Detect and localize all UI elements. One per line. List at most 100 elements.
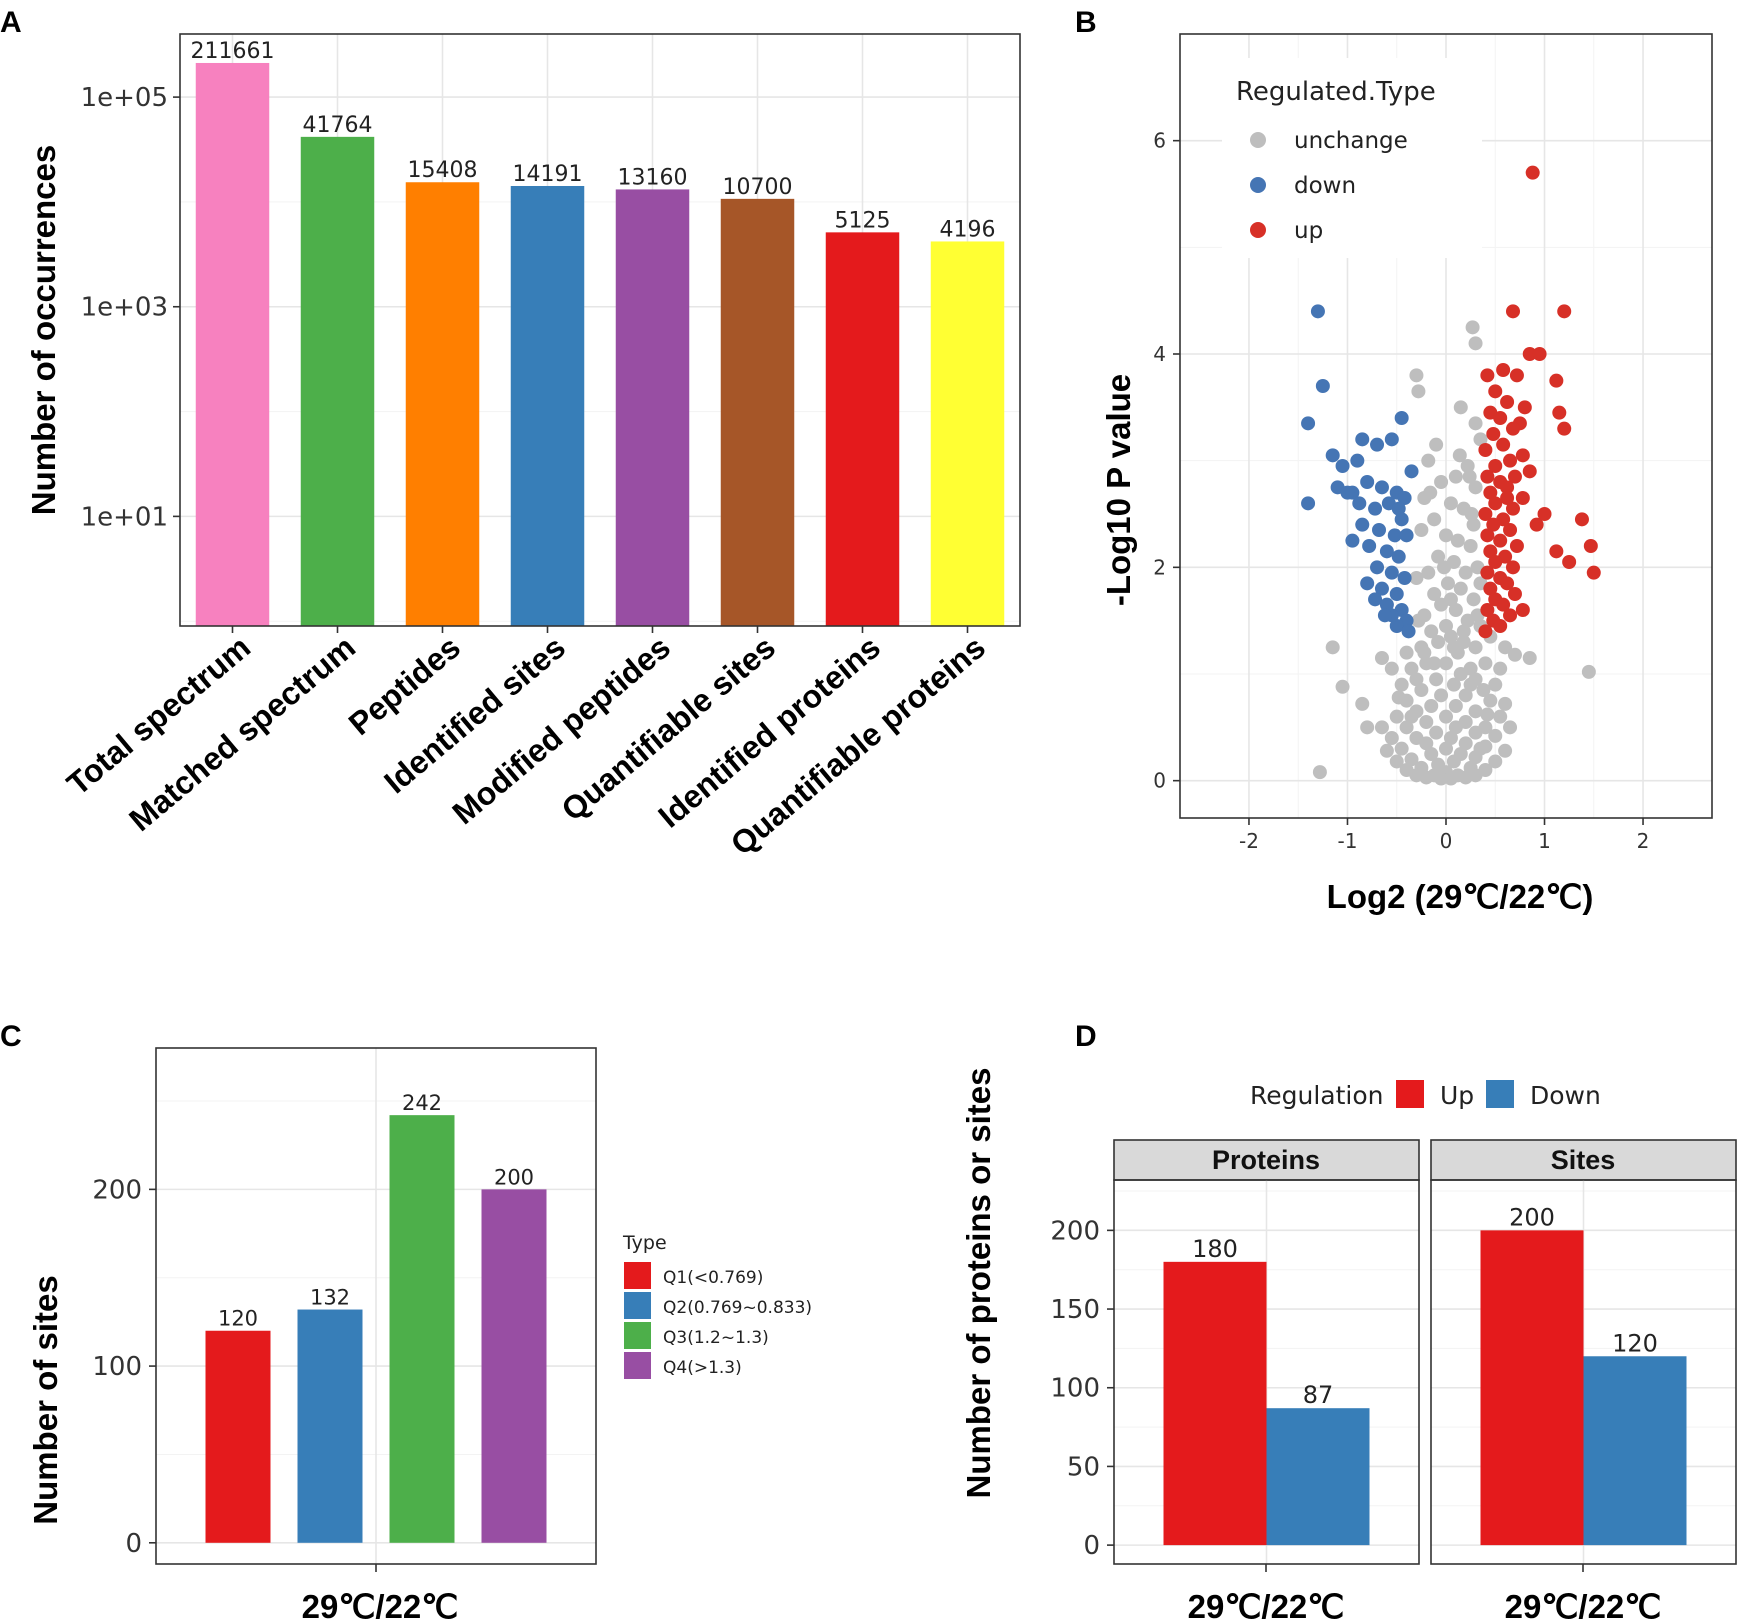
d-legend-label-down: Down: [1530, 1081, 1601, 1110]
a-value-label-peptides: 15408: [408, 158, 478, 183]
b-legend-label-down: down: [1294, 173, 1356, 199]
b-point-unchange: [1466, 517, 1481, 532]
b-point-down: [1384, 565, 1399, 580]
c-y-tick-label: 100: [92, 1352, 142, 1382]
b-point-unchange: [1389, 709, 1404, 724]
b-point-unchange: [1335, 679, 1350, 694]
panel-letter-d: D: [1075, 1020, 1097, 1053]
b-point-unchange: [1355, 696, 1370, 711]
b-point-up: [1574, 512, 1589, 527]
d-bars: 180 87 200 120: [1163, 1203, 1687, 1546]
b-point-unchange: [1440, 576, 1455, 591]
b-point-up: [1483, 581, 1498, 596]
c-legend-label-q3-1-2-1-3: Q3(1.2~1.3): [663, 1328, 769, 1348]
b-point-unchange: [1446, 754, 1461, 769]
b-point-unchange: [1465, 320, 1480, 335]
panel-a: A 211661 41764 15408 14191 13160 10700 5125 419…: [0, 6, 1021, 862]
b-point-unchange: [1419, 715, 1434, 729]
b-point-unchange: [1488, 677, 1503, 692]
b-point-unchange: [1434, 688, 1449, 703]
b-point-up: [1500, 395, 1515, 409]
b-point-down: [1389, 587, 1404, 601]
b-point-unchange: [1503, 720, 1518, 735]
b-point-up: [1583, 539, 1598, 553]
b-point-unchange: [1374, 720, 1389, 735]
b-point-down: [1394, 512, 1409, 527]
d-y-tick-label: 0: [1083, 1531, 1100, 1561]
b-point-unchange: [1394, 741, 1409, 756]
b-y-tick-label: 2: [1153, 555, 1166, 579]
b-point-up: [1505, 501, 1520, 516]
b-point-unchange: [1439, 709, 1453, 724]
b-point-unchange: [1411, 613, 1426, 628]
b-point-up: [1507, 469, 1522, 484]
d-legend-key-up: [1396, 1080, 1424, 1108]
d-y-tick-label: 150: [1050, 1295, 1100, 1325]
b-point-up: [1488, 555, 1503, 569]
panel-c: C 120 132 242 200 0 100 200 29℃/22℃ Number of…: [0, 1020, 812, 1621]
a-y-axis: 1e+01 1e+03 1e+05: [81, 83, 180, 532]
b-point-unchange: [1437, 560, 1452, 575]
b-point-unchange: [1488, 754, 1503, 769]
b-point-unchange: [1389, 754, 1404, 769]
b-point-unchange: [1460, 459, 1475, 473]
b-point-down: [1370, 437, 1385, 452]
b-point-unchange: [1429, 672, 1444, 687]
b-point-up: [1537, 507, 1552, 521]
d-strip-sites-label: Sites: [1551, 1145, 1616, 1175]
a-bar-quantifiable-proteins: [930, 241, 1005, 627]
d-y-axis: 0 50 100 150 200: [1050, 1216, 1114, 1561]
c-value-label-q4-1-3: 200: [494, 1165, 534, 1189]
b-legend-key-unchange: [1250, 132, 1266, 148]
b-point-unchange: [1466, 592, 1481, 607]
b-point-unchange: [1446, 677, 1461, 692]
b-point-up: [1532, 347, 1547, 361]
b-point-up: [1493, 533, 1508, 548]
panel-b: B Regulated.Type unchange down up 0 2 4 6 -…: [1075, 6, 1713, 915]
b-point-up: [1500, 576, 1515, 591]
a-value-label-identified-sites: 14191: [513, 162, 583, 187]
b-point-up: [1515, 448, 1530, 463]
b-point-unchange: [1424, 699, 1439, 713]
b-point-unchange: [1431, 549, 1446, 564]
a-bar-peptides: [405, 182, 480, 626]
b-point-unchange: [1427, 656, 1442, 671]
b-legend-background: [1222, 58, 1482, 258]
b-point-unchange: [1498, 696, 1513, 711]
b-point-unchange: [1394, 677, 1409, 692]
b-point-up: [1529, 517, 1544, 532]
b-point-up: [1483, 544, 1498, 559]
a-bars: 211661 41764 15408 14191 13160 10700 5125 4196: [191, 39, 1005, 627]
panel-letter-b: B: [1075, 6, 1097, 39]
b-point-down: [1394, 411, 1409, 425]
d-bar-sites-up: [1480, 1230, 1584, 1546]
b-point-down: [1379, 544, 1394, 559]
b-point-down: [1355, 517, 1370, 532]
b-point-down: [1350, 453, 1365, 468]
b-point-unchange: [1404, 752, 1419, 767]
b-point-down: [1391, 501, 1406, 516]
b-point-unchange: [1411, 384, 1426, 399]
b-legend-title: Regulated.Type: [1236, 77, 1436, 107]
b-point-up: [1515, 491, 1530, 505]
d-strip-proteins-label: Proteins: [1212, 1145, 1320, 1175]
b-point-unchange: [1443, 629, 1458, 644]
b-point-unchange: [1409, 672, 1424, 687]
b-y-axis-title: -Log10 P value: [1100, 374, 1137, 606]
c-bars: 120 132 242 200: [205, 1091, 547, 1543]
b-point-up: [1503, 523, 1518, 537]
b-point-unchange: [1443, 592, 1458, 607]
b-point-unchange: [1374, 651, 1389, 665]
b-point-down: [1325, 448, 1340, 463]
b-point-unchange: [1452, 448, 1467, 463]
b-point-down: [1301, 496, 1316, 511]
c-legend-label-q4-1-3: Q4(>1.3): [663, 1358, 742, 1378]
b-point-down: [1340, 485, 1355, 500]
b-point-unchange: [1458, 770, 1473, 785]
b-point-up: [1500, 491, 1515, 505]
d-bar-sites-down: [1583, 1356, 1687, 1546]
b-point-unchange: [1581, 664, 1596, 679]
b-point-down: [1387, 528, 1402, 543]
c-y-axis-title: Number of sites: [27, 1275, 64, 1524]
